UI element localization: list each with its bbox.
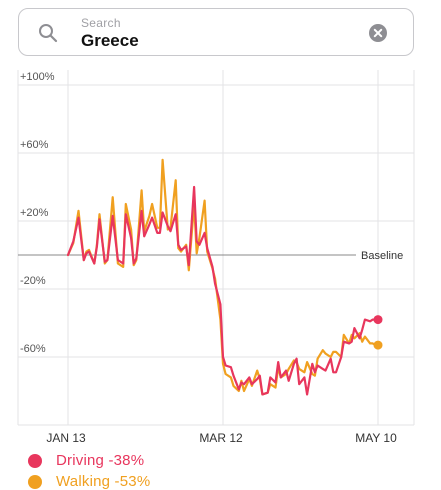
x-tick-label: MAY 10	[355, 431, 397, 445]
y-tick-label: -60%	[20, 343, 46, 355]
baseline-label: Baseline	[361, 250, 403, 262]
legend-swatch-walking	[28, 475, 42, 489]
y-tick-label: -20%	[20, 275, 46, 287]
clear-icon[interactable]	[369, 24, 387, 42]
x-tick-label: JAN 13	[46, 431, 86, 445]
y-tick-label: +100%	[20, 71, 55, 83]
search-icon	[39, 24, 58, 43]
series-line-driving	[66, 185, 377, 396]
legend-swatch-driving	[28, 454, 42, 468]
legend-label-walking: Walking -53%	[56, 473, 151, 490]
y-tick-label: +20%	[20, 207, 49, 219]
search-bar[interactable]: Search Greece	[18, 8, 414, 56]
y-tick-label: +60%	[20, 139, 49, 151]
search-placeholder: Search	[81, 16, 121, 30]
search-input[interactable]: Greece	[81, 31, 139, 50]
mobility-chart: +100% +60% +20% -20% -60% JAN 13 MAR 12 MAY 10 B…	[17, 70, 415, 445]
x-tick-label: MAR 12	[199, 431, 243, 445]
legend-label-driving: Driving -38%	[56, 452, 145, 469]
series-end-dot-walking	[373, 340, 383, 350]
series-line-walking	[66, 158, 377, 396]
series-end-dot-driving	[373, 315, 383, 325]
